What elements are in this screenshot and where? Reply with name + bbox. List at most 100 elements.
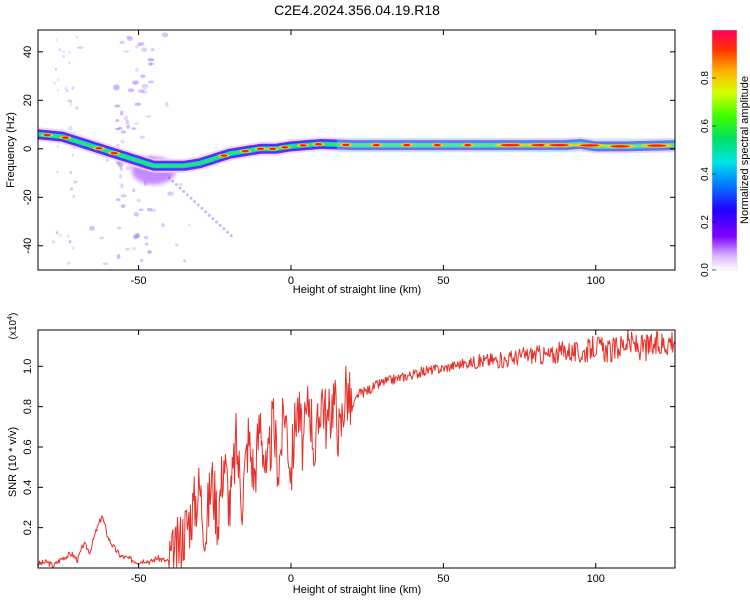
spectrogram-noise-blob (133, 233, 140, 239)
spectrogram-noise-blob (125, 35, 132, 39)
spectrogram-noise-blob (71, 153, 74, 157)
spectrogram-noise-blob (119, 40, 125, 45)
y-tick-label: 20 (22, 94, 34, 106)
y-tick-label: -40 (22, 238, 34, 254)
spectrogram-noise-blob (141, 83, 149, 90)
spectrogram-noise-blob (55, 231, 59, 235)
spectrogram-noise-blob (70, 187, 74, 191)
spectrogram-noise-blob (164, 101, 169, 107)
spectrogram-peak (464, 143, 472, 147)
spectrogram-noise-blob (229, 234, 233, 238)
y-tick-label: 1.0 (22, 359, 34, 374)
colorbar: 0.0 0.2 0.4 0.6 0.8 Normalized spectral ampl… (700, 29, 750, 277)
spectrogram-peak (256, 147, 265, 150)
x-tick-label: 0 (288, 275, 294, 287)
spectrogram-peak (580, 144, 600, 147)
spectrogram-noise-blob (120, 183, 124, 189)
spectrogram-noise-blob (120, 204, 125, 208)
spectrogram-noise-blob (119, 110, 124, 116)
x-tick-label: 0 (288, 573, 294, 585)
spectrogram-peak (403, 143, 411, 147)
spectrogram-noise-blob (133, 235, 138, 240)
spectrogram-noise-blob (120, 139, 125, 144)
snr-frame (37, 329, 676, 569)
y-tick-label: 0 (22, 146, 34, 152)
spectrogram-noise-blob (69, 99, 73, 103)
spectrogram-noise-blob (143, 235, 149, 240)
spectrogram-noise-blob (141, 47, 148, 52)
spectrogram-noise-blob (57, 78, 60, 82)
spectrogram-noise-blob (115, 119, 120, 123)
spectrogram-noise-blob (125, 119, 130, 125)
spectrogram-noise-blob (105, 159, 110, 162)
spectrogram-noise-blob (59, 233, 62, 237)
spectrogram-noise-blob (56, 145, 59, 149)
spectrogram-noise-blob (222, 227, 226, 231)
colorbar-ticks: 0.0 0.2 0.4 0.6 0.8 (700, 71, 716, 277)
spectrogram-noise-blob (127, 88, 135, 93)
spectrogram-y-axis: -40 -20 0 20 40 (22, 46, 675, 254)
spectrogram-noise-blob (69, 103, 73, 107)
spectrogram-peak (269, 147, 277, 150)
spectrogram-noise-blob (56, 170, 59, 174)
colorbar-label: Normalized spectral amplitude (739, 76, 750, 224)
spectrogram-noise-blob (67, 99, 71, 103)
spectrogram-noise-blob (167, 191, 174, 196)
spectrogram-noise-blob (76, 46, 84, 49)
spectrogram-peak (433, 143, 441, 147)
spectrogram-noise-blob (226, 230, 230, 234)
spectrogram-noise-blob (73, 180, 76, 184)
spectrogram-noise-blob (56, 88, 59, 92)
spectrogram-noise-blob (175, 243, 179, 247)
spectrogram-peak (220, 154, 228, 157)
snr-x-axis: -50 0 50 100 (131, 330, 605, 585)
spectrogram-noise-blob (149, 62, 155, 65)
spectrogram-noise-blob (116, 254, 121, 260)
spectrogram-ridge (38, 127, 675, 173)
spectrogram-noise-blob (116, 143, 120, 148)
spectrogram-noise-blob (114, 104, 121, 108)
spectrogram-noise-blob (183, 259, 187, 263)
spectrogram-noise-blob (134, 122, 139, 125)
spectrogram-noise-blob (72, 195, 75, 199)
spectrogram-noise-blob (146, 115, 152, 118)
spectrogram-noise-blob (68, 50, 71, 54)
spectrogram-peak (281, 146, 289, 149)
spectrogram-noise-blob (71, 86, 74, 90)
spectrogram-noise-blob (148, 62, 153, 66)
spectrogram-peak (241, 150, 249, 153)
colorbar-tick-label: 0.6 (700, 119, 711, 133)
spectrogram-noise-blob (171, 179, 175, 183)
spectrogram-noise-blob (150, 48, 155, 52)
spectrogram-peak (61, 136, 70, 139)
spectrogram-noise-blob (215, 220, 219, 224)
spectrogram-peak (314, 142, 323, 146)
spectrogram-noise-blob (150, 208, 156, 213)
spectrogram-noise-blob (193, 200, 197, 204)
spectrogram-noise-blob (68, 261, 71, 265)
colorbar-gradient (712, 30, 737, 270)
spectrogram-peak (110, 151, 118, 155)
x-tick-label: 50 (437, 573, 449, 585)
spectrogram-noise-blob (146, 207, 153, 212)
spectrogram-noise-blob (125, 165, 132, 171)
spectrogram-noise-blob (120, 130, 127, 134)
figure-title: C2E4.2024.356.04.19.R18 (274, 2, 440, 18)
spectrogram-noise-blob (182, 189, 186, 193)
spectrogram-noise-blob (68, 239, 72, 243)
spectrogram-noise-blob (138, 208, 144, 212)
spectrogram-noise-blob (99, 236, 104, 240)
snr-xlabel: Height of straight line (km) (293, 584, 421, 596)
spectrogram-noise-blob (52, 240, 55, 244)
spectrogram-noise-blob (147, 250, 152, 254)
spectrogram-noise-blob (178, 186, 182, 190)
spectrogram-noise-blob (189, 196, 193, 200)
spectrogram-noise-blob (72, 246, 75, 250)
spectrogram-noise-blob (135, 67, 139, 72)
snr-ylabel: SNR (10 * v/v) (7, 427, 19, 497)
spectrogram-noise-blob (218, 223, 222, 227)
spectrogram-noise-blob (139, 42, 145, 46)
spectrogram-panel: -50 0 50 100 -40 -20 0 20 40 Height of straight… (5, 29, 676, 296)
y-tick-label: 0.6 (22, 439, 34, 454)
